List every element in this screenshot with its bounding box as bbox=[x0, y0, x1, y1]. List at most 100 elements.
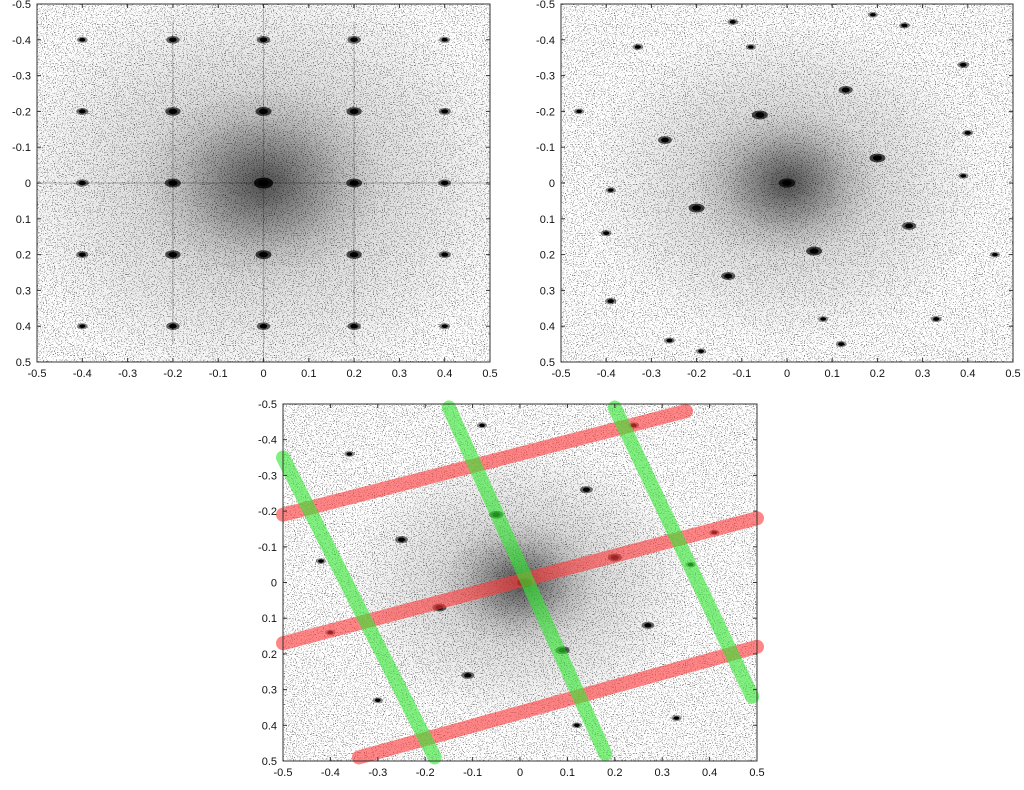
x-tick-label: 0 bbox=[517, 767, 523, 779]
x-tick-label: -0.5 bbox=[552, 368, 571, 380]
overlay-line bbox=[441, 400, 613, 761]
y-tick-label: 0.5 bbox=[540, 357, 555, 369]
peak-core bbox=[607, 188, 614, 192]
panel-top-right: -0.5 -0.4 -0.3 -0.2 -0.1 0 0.1 0.2 0.3 0.4 0.5-0.5… bbox=[536, 0, 1021, 380]
peak-core bbox=[870, 12, 876, 17]
y-tick-label: 0.1 bbox=[540, 214, 555, 226]
peak-core bbox=[441, 180, 449, 186]
x-tick-label: -0.1 bbox=[732, 368, 751, 380]
y-tick-label: -0.3 bbox=[536, 71, 555, 83]
overlay-line bbox=[607, 400, 760, 704]
peak-core bbox=[441, 109, 449, 114]
peak-core bbox=[479, 423, 485, 428]
y-tick-label: 0.2 bbox=[262, 649, 277, 661]
y-tick-label: 0 bbox=[271, 578, 277, 590]
x-tick-label: 0.3 bbox=[915, 368, 930, 380]
peak-core bbox=[964, 131, 971, 135]
peak-core bbox=[350, 323, 358, 329]
panel-bottom: -0.5 -0.4 -0.3 -0.2 -0.1 0 0.1 0.2 0.3 0.4 0.5-0.5… bbox=[258, 399, 765, 779]
peak-core bbox=[258, 179, 269, 187]
y-tick-label: 0.4 bbox=[16, 321, 31, 333]
peak-core bbox=[349, 180, 359, 186]
y-tick-label: 0.4 bbox=[540, 321, 555, 333]
peak-core bbox=[397, 537, 406, 542]
peak-core bbox=[692, 205, 702, 211]
peak-core bbox=[644, 623, 652, 628]
peak-core bbox=[259, 251, 268, 258]
x-tick-label: -0.3 bbox=[642, 368, 661, 380]
x-tick-label: 0.3 bbox=[392, 368, 407, 380]
peak-core bbox=[576, 109, 582, 114]
x-tick-label: -0.4 bbox=[73, 368, 92, 380]
peak-core bbox=[755, 112, 765, 118]
peak-core bbox=[441, 252, 449, 257]
y-tick-label: -0.1 bbox=[12, 142, 31, 154]
y-tick-label: 0.1 bbox=[262, 613, 277, 625]
x-tick-label: 0.4 bbox=[702, 767, 717, 779]
x-tick-label: 0.5 bbox=[749, 767, 764, 779]
peak-core bbox=[349, 251, 359, 258]
peak-core bbox=[872, 155, 882, 161]
peak-core bbox=[582, 487, 590, 492]
peak-core bbox=[782, 180, 792, 186]
peak-core bbox=[698, 349, 704, 354]
x-tick-label: -0.1 bbox=[209, 368, 228, 380]
x-tick-label: -0.3 bbox=[368, 767, 387, 779]
x-tick-label: 0.4 bbox=[960, 368, 975, 380]
y-tick-label: 0 bbox=[25, 178, 31, 190]
x-tick-label: -0.2 bbox=[687, 368, 706, 380]
y-tick-label: 0.3 bbox=[540, 285, 555, 297]
peak-core bbox=[933, 317, 940, 321]
peak-core bbox=[169, 37, 177, 43]
y-tick-label: 0 bbox=[549, 178, 555, 190]
x-tick-label: 0.2 bbox=[346, 368, 361, 380]
peak-core bbox=[79, 37, 86, 42]
peak-core bbox=[79, 324, 86, 329]
x-tick-label: -0.4 bbox=[321, 767, 340, 779]
peak-core bbox=[960, 174, 967, 178]
peak-core bbox=[259, 108, 268, 115]
peak-core bbox=[607, 299, 614, 304]
x-tick-label: -0.4 bbox=[597, 368, 616, 380]
x-tick-label: 0.1 bbox=[301, 368, 316, 380]
y-tick-label: -0.3 bbox=[12, 71, 31, 83]
peak-core bbox=[374, 698, 381, 703]
y-tick-label: -0.5 bbox=[536, 0, 555, 11]
panel-top-left: -0.5 -0.4 -0.3 -0.2 -0.1 0 0.1 0.2 0.3 0.4 0.5-0.5… bbox=[12, 0, 498, 380]
peak-core bbox=[992, 252, 998, 257]
peak-core bbox=[574, 723, 580, 728]
y-tick-label: -0.3 bbox=[258, 470, 277, 482]
peak-core bbox=[724, 273, 733, 279]
y-tick-label: -0.5 bbox=[12, 0, 31, 11]
peak-core bbox=[809, 248, 819, 254]
x-tick-label: 0.2 bbox=[607, 767, 622, 779]
peak-core bbox=[350, 37, 358, 43]
x-tick-label: -0.2 bbox=[163, 368, 182, 380]
peak-core bbox=[78, 252, 86, 257]
x-tick-label: 0.2 bbox=[870, 368, 885, 380]
y-tick-label: -0.4 bbox=[12, 35, 31, 47]
x-tick-label: 0.1 bbox=[825, 368, 840, 380]
y-tick-label: -0.4 bbox=[536, 35, 555, 47]
peak-core bbox=[603, 231, 610, 235]
peak-core bbox=[168, 251, 178, 258]
y-tick-label: 0.4 bbox=[262, 720, 277, 732]
peak-core bbox=[820, 317, 827, 321]
y-tick-label: -0.2 bbox=[536, 106, 555, 118]
peak-core bbox=[78, 180, 86, 186]
y-tick-label: -0.4 bbox=[258, 435, 277, 447]
peak-core bbox=[78, 109, 86, 114]
peak-core bbox=[661, 137, 669, 143]
y-tick-label: 0.2 bbox=[540, 250, 555, 262]
x-tick-label: -0.3 bbox=[118, 368, 137, 380]
peak-core bbox=[168, 180, 178, 186]
x-tick-label: 0.5 bbox=[1005, 368, 1020, 380]
y-tick-label: 0.5 bbox=[16, 357, 31, 369]
plot-content bbox=[561, 4, 1013, 362]
peak-core bbox=[901, 23, 908, 28]
peak-core bbox=[168, 108, 178, 115]
peak-core bbox=[441, 324, 448, 329]
peak-core bbox=[841, 87, 850, 93]
peak-core bbox=[464, 673, 472, 678]
